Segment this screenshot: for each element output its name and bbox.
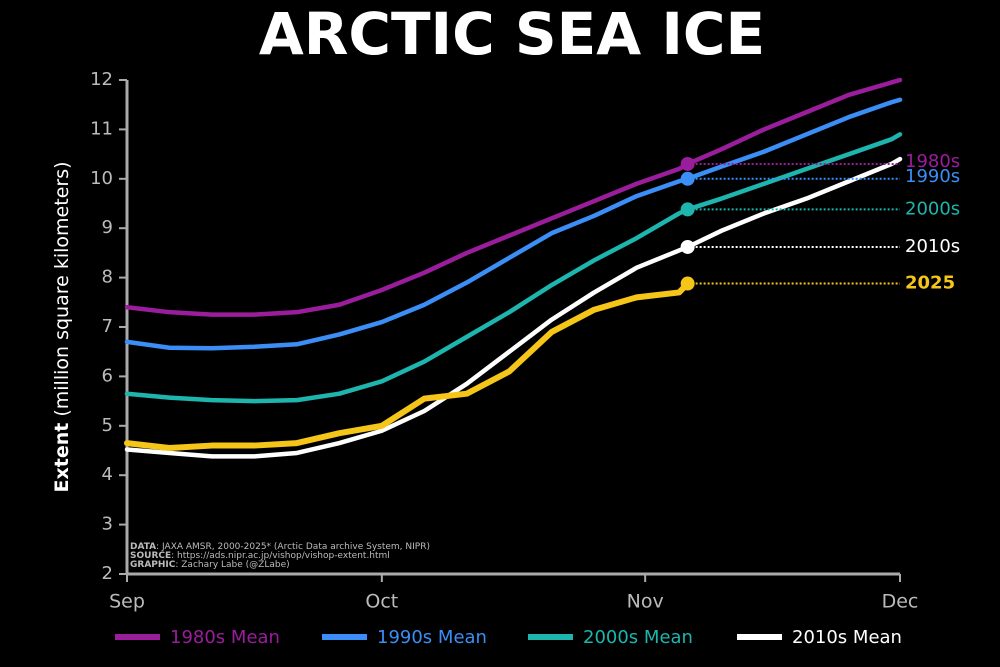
end-dot [680,202,695,217]
credit: SOURCE: https://ads.nipr.ac.jp/vishop/vi… [130,551,390,561]
y-tick-label: 10 [90,168,113,189]
credit-label: DATA [130,542,156,552]
y-tick-label: 4 [102,464,113,485]
y-tick-label: 3 [102,514,113,535]
credit: DATA: JAXA AMSR, 2000-2025* (Arctic Data… [130,542,430,552]
y-tick-label: 2 [102,563,113,584]
y-tick-label: 9 [102,217,113,238]
credit: GRAPHIC: Zachary Labe (@ZLabe) [130,560,290,570]
plot-area [124,77,903,459]
credit-label: SOURCE [130,551,171,561]
chart-title: ARCTIC SEA ICE [259,0,765,68]
legend-label: 1990s Mean [377,627,487,648]
x-tick-label: Sep [109,591,145,613]
series-line [124,97,903,351]
series-line [124,132,903,404]
credit-text: : JAXA AMSR, 2000-2025* (Arctic Data arc… [156,542,430,552]
y-axis-title-rest: (million square kilometers) [51,161,73,416]
y-tick-label: 5 [102,415,113,436]
series-line [124,77,903,317]
end-label: 2025 [905,273,955,294]
x-tick-label: Oct [365,591,398,613]
series-line [124,156,903,459]
credit-label: GRAPHIC [130,560,176,570]
credit-text: : Zachary Labe (@ZLabe) [175,560,289,570]
y-tick-label: 8 [102,267,113,288]
y-axis-title: Extent (million square kilometers) [51,161,73,492]
end-label: 1980s [905,151,960,172]
y-tick-label: 6 [102,365,113,386]
x-tick-label: Dec [882,591,919,613]
legend-label: 1980s Mean [170,627,280,648]
y-tick-label: 12 [90,69,113,90]
legend-label: 2000s Mean [583,627,693,648]
end-label: 2000s [905,198,960,219]
end-dot [680,276,695,291]
y-tick-label: 11 [90,118,113,139]
y-axis-title-bold: Extent [51,423,73,493]
end-label: 2010s [905,236,960,257]
legend-label: 2010s Mean [792,627,902,648]
end-dot [680,171,695,186]
y-tick-label: 7 [102,316,113,337]
x-tick-label: Nov [627,591,664,613]
series-line [124,280,691,452]
credit-text: : https://ads.nipr.ac.jp/vishop/vishop-e… [171,551,390,561]
end-dot [680,156,695,171]
end-dot [680,239,695,254]
end-label: 1990s [905,166,960,187]
